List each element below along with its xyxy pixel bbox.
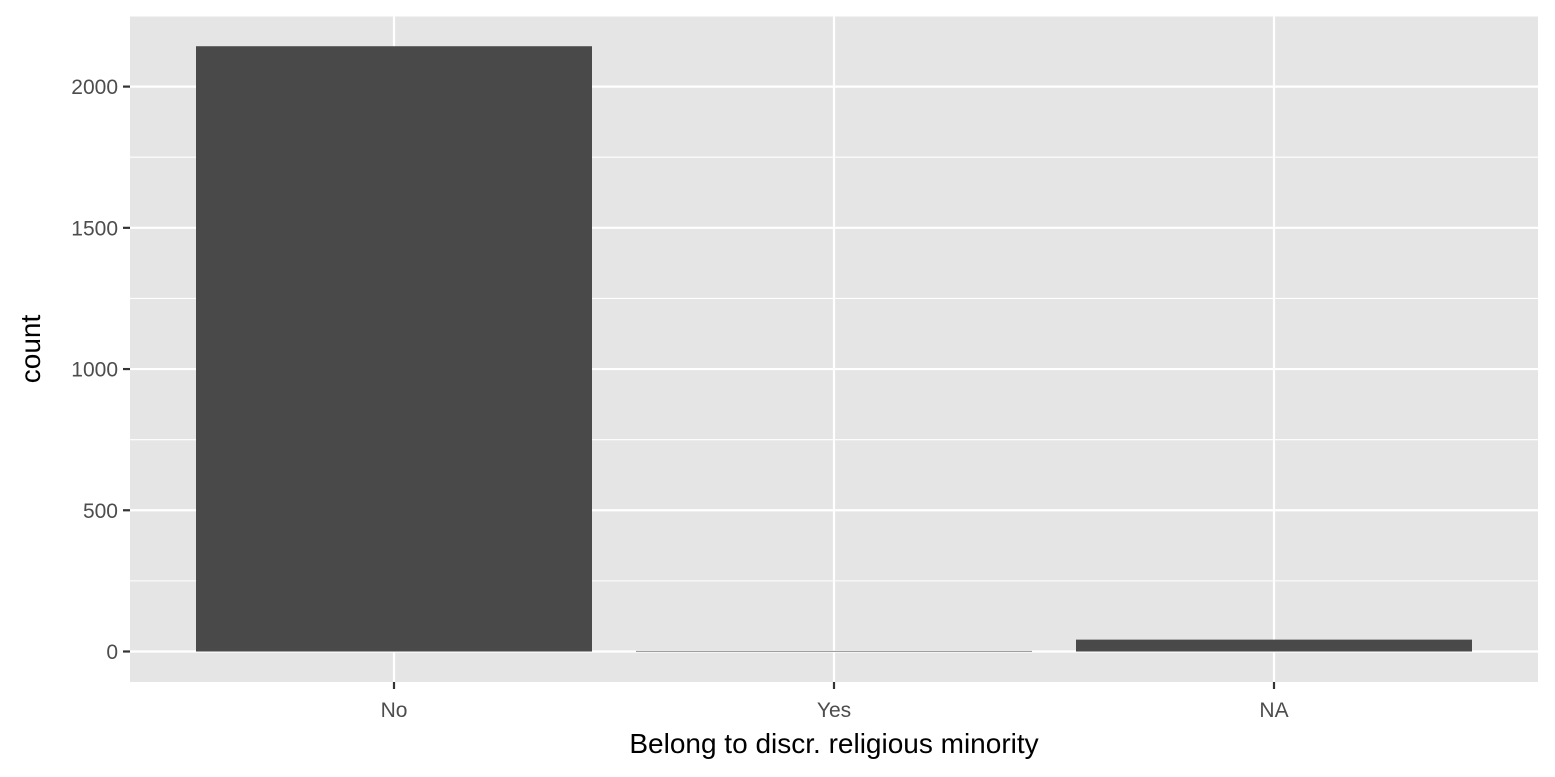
- bar-yes: [636, 650, 1032, 652]
- y-axis-title: count: [15, 315, 46, 384]
- x-axis-title: Belong to discr. religious minority: [629, 728, 1038, 759]
- bars: [196, 46, 1472, 652]
- y-axis: 0 500 1000 1500 2000: [71, 76, 130, 664]
- y-tick-label: 0: [106, 641, 118, 664]
- y-tick-label: 1500: [71, 217, 118, 240]
- bar-no: [196, 46, 592, 652]
- x-tick-label: Yes: [817, 699, 851, 722]
- x-axis: No Yes NA: [381, 682, 1289, 722]
- x-tick-label: No: [381, 699, 408, 722]
- bar-na: [1076, 639, 1472, 652]
- y-tick-label: 1000: [71, 359, 118, 382]
- x-tick-label: NA: [1259, 699, 1288, 722]
- y-tick-label: 2000: [71, 76, 118, 99]
- y-tick-label: 500: [83, 500, 118, 523]
